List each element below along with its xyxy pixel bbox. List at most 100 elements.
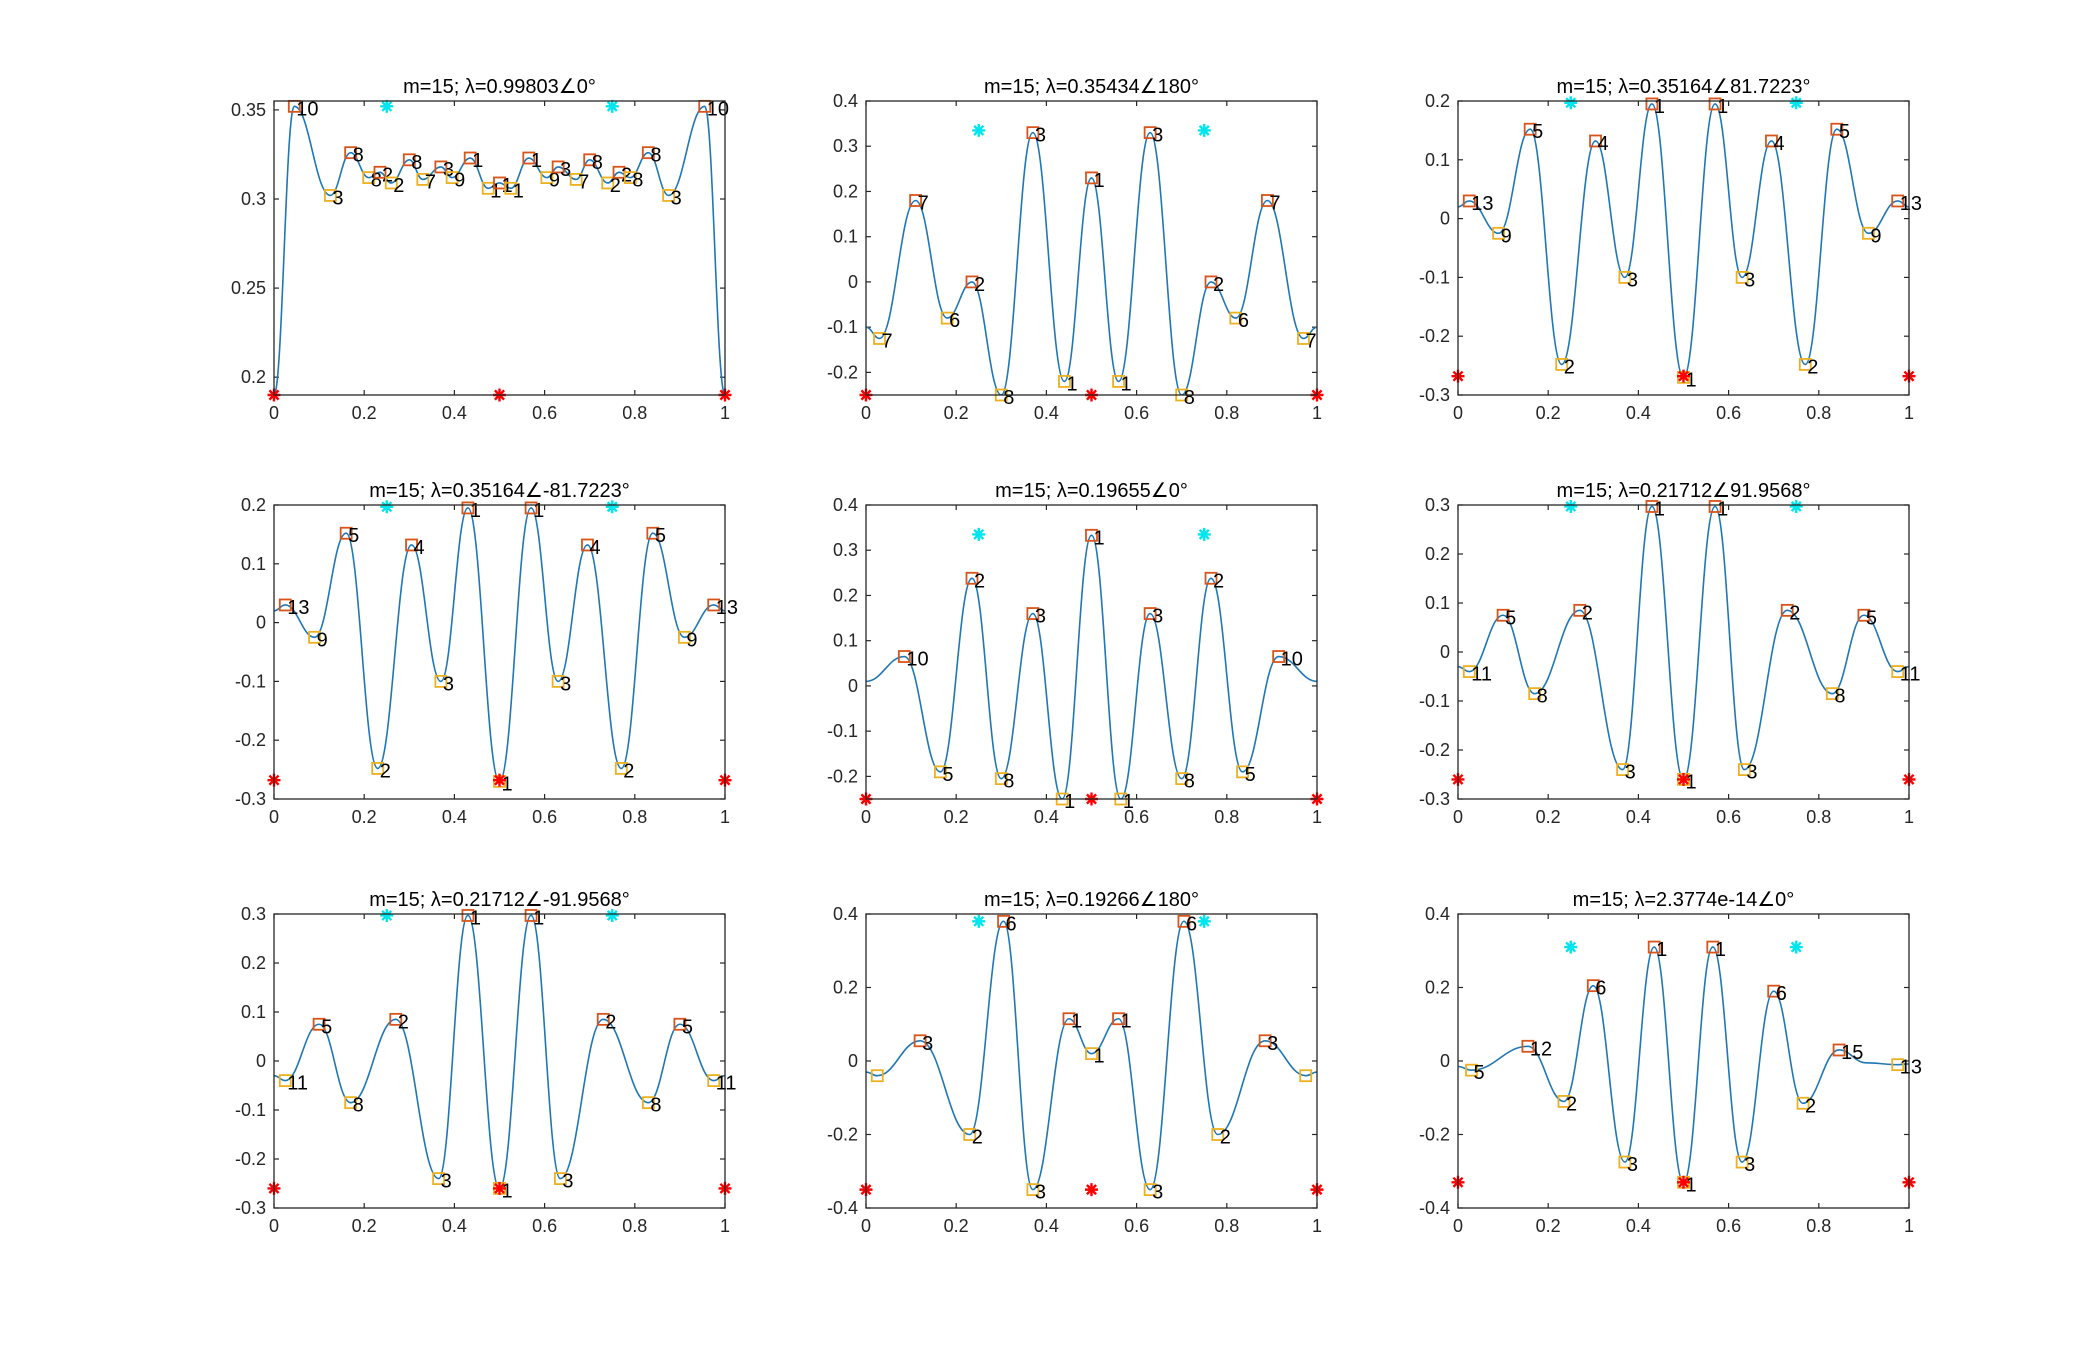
subplot-9: m=15; λ=2.3774e-14∠0° 0 0.2 0.4 0.6 0.8 1 -0.4 -…: [1419, 889, 1922, 1236]
minimum-marker: [371, 762, 385, 775]
x-tick-label: 0.8: [622, 807, 647, 827]
extremum-label: 5: [321, 1016, 332, 1038]
extremum-label: 1: [533, 500, 544, 522]
plot-area: [274, 505, 725, 799]
extremum-label: 3: [332, 187, 343, 209]
extremum-label: 1: [1715, 939, 1726, 961]
x-tick-label: 0.8: [1806, 403, 1831, 423]
maximum-marker: [1026, 607, 1040, 620]
minimum-marker: [662, 189, 676, 202]
subplot-title: m=15; λ=0.35164∠-81.7223°: [369, 480, 630, 502]
cyan-star-marker: [972, 527, 986, 541]
plot-area: [1458, 101, 1909, 395]
minimum-marker: [1297, 332, 1310, 345]
maximum-marker: [1143, 607, 1157, 620]
x-tick-label: 0.2: [1536, 1216, 1561, 1236]
extremum-label: 3: [1625, 762, 1636, 784]
y-tick-label: 0.25: [231, 278, 266, 298]
extremum-label: 2: [393, 175, 404, 197]
maximum-marker: [1085, 171, 1098, 185]
y-tick-label: 0.1: [833, 631, 858, 651]
minimum-marker: [504, 181, 518, 195]
extremum-label: 6: [1006, 913, 1017, 935]
extremum-label: 6: [1595, 978, 1606, 1000]
x-tick-label: 1: [1904, 403, 1914, 423]
maximum-marker: [1647, 940, 1661, 954]
minimum-marker: [308, 630, 321, 644]
minimum-marker: [1735, 1155, 1749, 1169]
red-star-marker: [1085, 1183, 1098, 1197]
extremum-label: 5: [682, 1016, 693, 1038]
extremum-label: 13: [716, 597, 738, 619]
subplot-title: m=15; λ=0.35164∠81.7223°: [1557, 76, 1811, 98]
maximum-marker: [373, 165, 387, 179]
minimum-marker: [1825, 687, 1839, 701]
y-tick-label: 0: [848, 676, 858, 696]
minimum-marker: [1557, 1095, 1571, 1108]
y-tick-label: 0: [256, 1051, 266, 1071]
maximum-marker: [1272, 650, 1286, 663]
extremum-label: 3: [1152, 1182, 1163, 1204]
minimum-marker: [873, 332, 886, 345]
extremum-label: 1: [513, 180, 524, 202]
x-tick-label: 0.4: [1034, 807, 1059, 827]
x-tick-label: 0.8: [1806, 1216, 1831, 1236]
y-tick-label: -0.3: [235, 1198, 266, 1218]
maximum-marker: [1857, 608, 1871, 622]
extremum-label: 2: [605, 1011, 616, 1033]
cyan-star-marker: [1564, 940, 1578, 954]
extremum-label: 2: [1564, 356, 1575, 378]
cyan-star-marker: [1564, 499, 1578, 513]
y-tick-label: -0.4: [1419, 1198, 1450, 1218]
extremum-label: 1: [1071, 1011, 1082, 1033]
extremum-label: 8: [1537, 686, 1548, 708]
maximum-marker: [646, 526, 660, 540]
minimum-marker: [1618, 1155, 1632, 1169]
maximum-marker: [1645, 97, 1659, 111]
extremum-label: 11: [1471, 664, 1492, 686]
y-tick-label: -0.1: [827, 721, 858, 741]
subplot-title: m=15; λ=0.21712∠-91.9568°: [369, 889, 630, 911]
x-tick-label: 1: [720, 1216, 730, 1236]
minimum-marker: [1462, 665, 1476, 678]
extremum-label: 1: [1094, 527, 1105, 549]
y-tick-label: 0.1: [833, 227, 858, 247]
y-tick-label: 0.2: [241, 495, 266, 515]
extremum-label: 13: [287, 597, 309, 619]
extremum-label: 2: [382, 164, 393, 186]
extremum-label: 5: [1839, 121, 1850, 143]
minimum-marker: [1085, 1047, 1098, 1061]
minimum-marker: [384, 176, 398, 190]
y-tick-label: 0: [848, 1051, 858, 1071]
y-tick-label: -0.2: [235, 1149, 266, 1169]
y-tick-label: -0.2: [827, 1125, 858, 1145]
x-tick-label: 0: [1453, 403, 1463, 423]
maximum-marker: [1026, 126, 1040, 140]
extremum-label: 5: [1866, 607, 1877, 629]
extremum-label: 1: [1123, 791, 1134, 813]
y-tick-label: 0.2: [241, 367, 266, 387]
cyan-star-marker: [1789, 96, 1803, 110]
minimum-marker: [344, 1096, 358, 1110]
y-tick-label: 0.4: [833, 495, 858, 515]
x-tick-label: 0.2: [944, 1216, 969, 1236]
minimum-marker: [445, 171, 459, 185]
extremum-label: 4: [414, 537, 425, 559]
extremum-label: 8: [632, 170, 643, 192]
minimum-marker: [641, 1096, 655, 1110]
extremum-label: 3: [443, 673, 454, 695]
extremum-label: 3: [560, 673, 571, 695]
plot-area: [866, 505, 1317, 799]
axes-box: [865, 504, 1318, 800]
minimum-marker: [1026, 1183, 1040, 1197]
maximum-marker: [278, 598, 292, 612]
maximum-marker: [524, 501, 538, 515]
red-star-marker: [1677, 772, 1690, 786]
x-tick-label: 0.6: [1124, 1216, 1149, 1236]
extremum-label: 1: [531, 150, 542, 172]
extremum-label: 8: [650, 1095, 661, 1117]
extremum-label: 1: [1717, 96, 1728, 118]
x-tick-label: 1: [1904, 1216, 1914, 1236]
x-tick-label: 1: [1312, 403, 1322, 423]
series-line: [866, 920, 1317, 1191]
